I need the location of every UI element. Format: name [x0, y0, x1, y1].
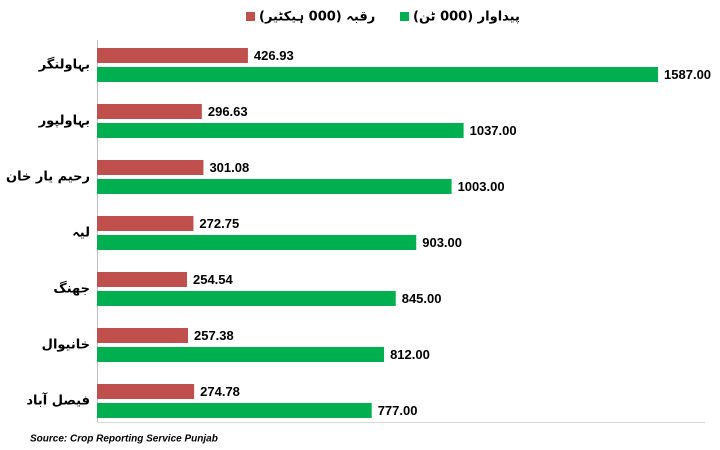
bar: [97, 291, 396, 306]
data-label: 812.00: [390, 347, 430, 362]
bar: [97, 272, 187, 287]
legend-label: پیداوار (000 ٹن): [413, 10, 520, 25]
bar: [97, 403, 372, 418]
bar: [97, 235, 417, 250]
source: Source: Crop Reporting Service Punjab: [30, 434, 218, 445]
y-tick-label: بہاولنگر: [38, 57, 90, 73]
bar: [97, 67, 659, 82]
bar: [97, 179, 452, 194]
data-label: 272.75: [199, 216, 239, 231]
data-label: 257.38: [194, 328, 234, 343]
data-label: 301.08: [209, 160, 249, 175]
data-label: 254.54: [193, 272, 234, 287]
bar: [97, 216, 194, 231]
data-label: 777.00: [378, 403, 418, 418]
bar: [97, 160, 204, 175]
data-label: 1037.00: [470, 123, 517, 138]
data-label: 845.00: [402, 291, 442, 306]
bar: [97, 104, 202, 119]
data-label: 903.00: [422, 235, 462, 250]
data-label: 1003.00: [458, 179, 505, 194]
y-tick-label: خانیوال: [42, 338, 90, 353]
bar: [97, 384, 195, 399]
data-label: 296.63: [208, 104, 248, 119]
legend-swatch: [246, 12, 255, 21]
y-tick-label: فیصل آباد: [26, 392, 90, 409]
data-label: 274.78: [200, 384, 240, 399]
bar: [97, 347, 385, 362]
data-label: 1587.00: [664, 67, 711, 82]
bar: [97, 123, 464, 138]
y-tick-label: رحیم یار خان: [6, 170, 90, 185]
y-tick-label: جھنگ: [53, 281, 90, 297]
y-tick-label: لیہ: [72, 226, 90, 241]
y-tick-label: بہاولپور: [38, 114, 90, 129]
data-label: 426.93: [254, 48, 294, 63]
legend-label: رقبہ (000 ہیکٹیر): [259, 10, 375, 25]
bar: [97, 48, 248, 63]
legend-swatch: [400, 12, 409, 21]
bar: [97, 328, 188, 343]
